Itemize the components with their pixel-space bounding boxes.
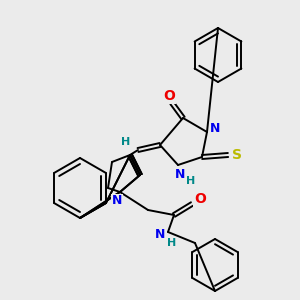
Text: H: H <box>186 176 196 186</box>
Text: O: O <box>194 192 206 206</box>
Text: N: N <box>155 227 165 241</box>
Text: N: N <box>112 194 122 208</box>
Text: H: H <box>167 238 177 248</box>
Text: N: N <box>175 169 185 182</box>
Text: N: N <box>210 122 220 136</box>
Text: O: O <box>163 89 175 103</box>
Text: S: S <box>232 148 242 162</box>
Text: H: H <box>122 137 130 147</box>
